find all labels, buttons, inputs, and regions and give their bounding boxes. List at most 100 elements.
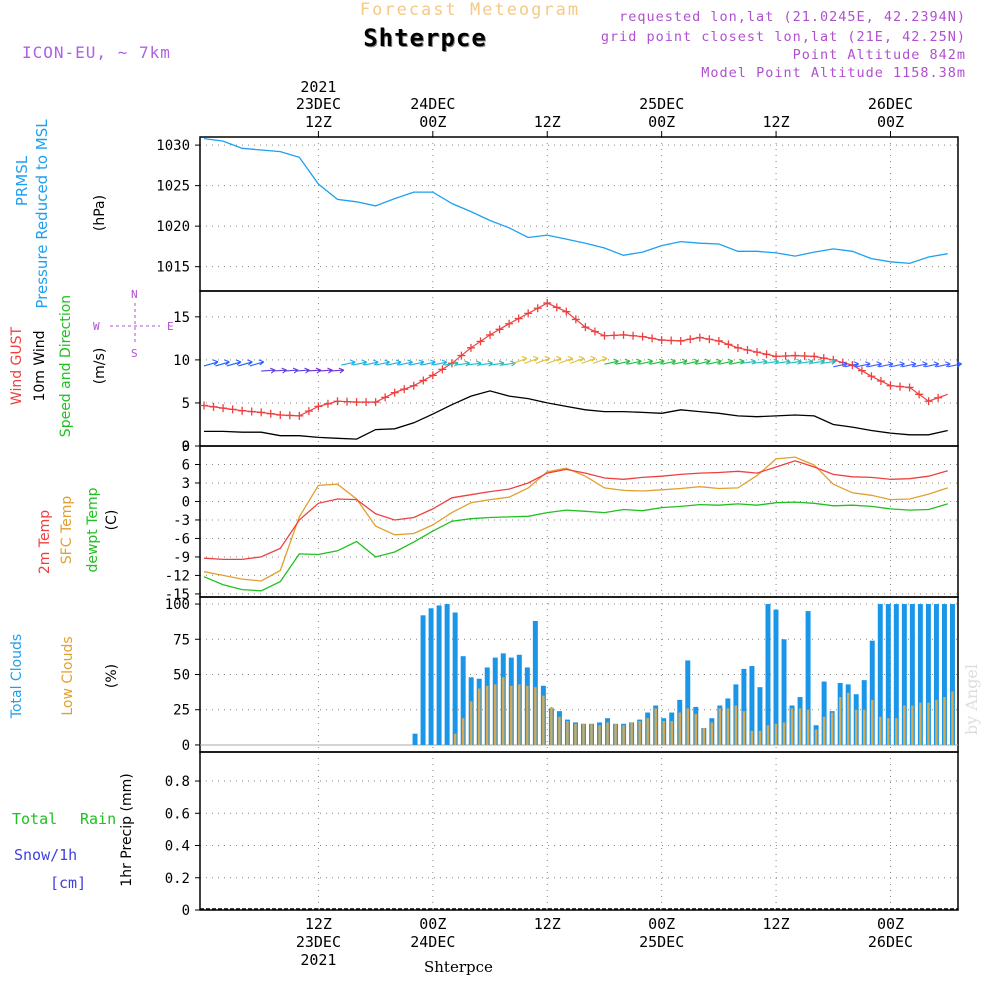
top-tick-label: 23DEC <box>296 95 341 113</box>
gust-marker <box>695 333 704 342</box>
wind-arrow <box>592 355 608 364</box>
gust-marker <box>352 398 361 407</box>
gust-marker <box>219 404 228 413</box>
wind-arrow <box>638 358 654 365</box>
compass-icon: N S W E <box>93 288 174 360</box>
low-cloud-bar <box>710 722 714 745</box>
low-cloud-bar <box>518 684 521 745</box>
gust-marker <box>714 336 723 345</box>
wind-arrow <box>867 361 882 368</box>
temp-2m-line <box>203 460 948 561</box>
wind-arrow <box>707 358 722 365</box>
gust-marker <box>543 299 552 308</box>
gust-marker <box>876 376 885 385</box>
compass-w: W <box>93 320 100 333</box>
low-cloud-bar <box>550 706 553 745</box>
total-cloud-bar <box>821 681 827 745</box>
total-cloud-bar <box>877 604 883 745</box>
y-tick-label: 25 <box>173 703 190 719</box>
wind-arrow <box>604 358 619 365</box>
low-cloud-bar <box>614 723 617 745</box>
gust-marker <box>753 348 762 357</box>
low-cloud-bar <box>534 687 537 745</box>
gust-marker <box>619 330 628 339</box>
low-cloud-bar <box>919 702 922 745</box>
panel-frame <box>199 290 959 447</box>
gust-marker <box>743 345 752 354</box>
low-cloud-bar <box>903 705 906 745</box>
low-cloud-bar <box>758 730 762 745</box>
total-cloud-bar <box>773 609 779 745</box>
wind-line <box>204 390 948 440</box>
dewpt-line <box>203 501 948 592</box>
gust-marker <box>905 383 914 392</box>
gust-marker <box>276 411 285 419</box>
total-cloud-bar <box>412 733 418 745</box>
bottom-tick-label: 23DEC <box>296 933 341 951</box>
wind-arrow <box>878 361 894 368</box>
low-cloud-bar <box>558 716 561 745</box>
model-label: ICON-EU, ~ 7km <box>22 43 171 62</box>
low-cloud-bar <box>453 733 457 745</box>
wind-arrow <box>650 358 665 365</box>
precip-total-label: Total <box>12 810 58 828</box>
low-cloud-bar <box>879 716 882 745</box>
gust-marker <box>285 411 294 420</box>
total-cloud-bar <box>933 604 939 745</box>
y-tick-label: -6 <box>173 531 190 547</box>
y-tick-label: 75 <box>173 632 190 648</box>
gust-marker <box>438 365 447 374</box>
gust-marker <box>228 405 237 414</box>
low-cloud-bar <box>766 725 770 745</box>
gust-marker <box>524 309 533 318</box>
y-tick-label: 100 <box>165 597 190 613</box>
gust-marker <box>266 409 275 418</box>
low-cloud-bar <box>734 705 738 745</box>
y-tick-label: -12 <box>165 568 190 584</box>
low-cloud-bar <box>502 677 505 745</box>
y-tick-label: 0 <box>182 903 190 919</box>
precip-rain-label: Rain <box>80 810 117 828</box>
low-cloud-bar <box>485 685 489 745</box>
low-cloud-bar <box>542 695 545 745</box>
low-cloud-bar <box>790 708 794 745</box>
total-cloud-bar <box>452 612 458 745</box>
total-cloud-bar <box>757 687 763 745</box>
footer-location: Shterpce <box>424 958 493 976</box>
top-tick-label: 12Z <box>763 113 790 131</box>
low-cloud-bar <box>806 709 810 745</box>
wind-arrow <box>329 367 345 374</box>
gust-marker <box>390 388 399 397</box>
compass-s: S <box>131 347 138 360</box>
low-cloud-bar <box>606 722 609 745</box>
gust-marker <box>629 331 638 340</box>
panel-0: 1015 1020 1025 1030 <box>156 136 959 292</box>
total-cloud-bar <box>909 604 915 745</box>
gust-marker <box>533 304 542 313</box>
gust-marker <box>609 331 618 340</box>
gridpoint-coords: grid point closest lon,lat (21E, 42.25N) <box>600 29 966 45</box>
gust-marker <box>323 399 332 408</box>
top-tick-label: 00Z <box>648 113 675 131</box>
low-cloud-bar <box>598 725 601 745</box>
gust-marker <box>800 352 809 361</box>
wind-arrow <box>375 359 390 366</box>
low-cloud-bar <box>646 718 649 745</box>
y-tick-label: 5 <box>182 396 190 412</box>
low-cloud-bar <box>654 708 657 745</box>
low-cloud-bar <box>830 712 834 745</box>
gust-marker <box>505 319 514 328</box>
low-cloud-bar <box>566 721 569 745</box>
gust-marker <box>600 331 609 340</box>
y-tick-label: 0.6 <box>165 806 190 822</box>
gust-marker <box>934 393 943 402</box>
gust-marker <box>781 352 790 361</box>
gust-marker <box>514 314 523 323</box>
y-tick-label: 9 <box>182 439 190 455</box>
gust-marker <box>343 397 352 406</box>
y-tick-label: 0 <box>182 738 190 754</box>
low-cloud-bar <box>574 723 577 745</box>
low-cloud-bar <box>774 723 778 745</box>
wind-arrow <box>833 361 848 368</box>
